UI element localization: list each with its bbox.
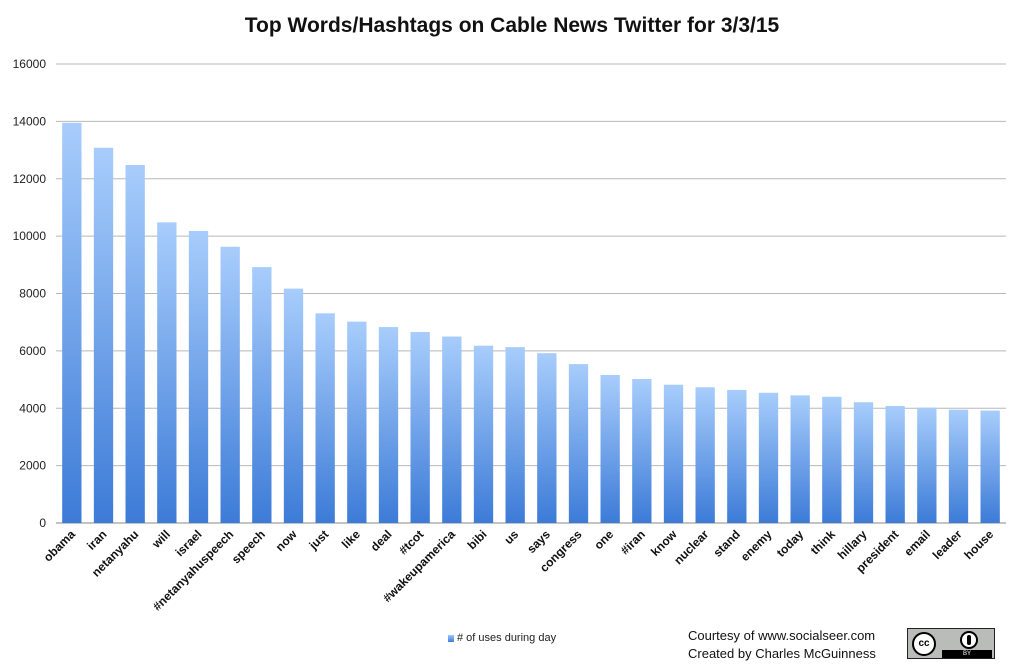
bar-like	[347, 321, 367, 523]
bar-israel	[188, 230, 209, 523]
bar-president	[885, 405, 905, 523]
credits: Courtesy of www.socialseer.com Created b…	[688, 627, 876, 663]
bar-netanyahuspeech	[220, 246, 240, 523]
y-tick-label: 4000	[19, 401, 46, 415]
x-tick-label: obama	[41, 527, 78, 564]
bar-house	[980, 410, 1000, 523]
bars	[62, 122, 1000, 524]
y-tick-label: 0	[39, 516, 46, 530]
bar-will	[157, 222, 177, 524]
y-tick-label: 14000	[13, 114, 47, 128]
x-tick-label: deal	[368, 527, 395, 554]
x-tick-label: #iran	[618, 527, 648, 557]
bar-think	[822, 396, 842, 523]
bar-now	[283, 288, 304, 523]
bar-leader	[948, 409, 969, 523]
y-tick-label: 6000	[19, 344, 46, 358]
x-tick-label: one	[591, 527, 616, 552]
bar-bibi	[473, 345, 494, 523]
y-axis-ticks: 0 2000 4000 6000 8000 10000 12000 14000 16000	[13, 57, 47, 530]
x-tick-label: bibi	[465, 527, 490, 552]
y-tick-label: 16000	[13, 57, 47, 71]
x-tick-label: enemy	[738, 527, 775, 564]
x-tick-label: speech	[229, 527, 268, 566]
bar-know	[663, 384, 684, 523]
bar-iran	[93, 147, 114, 523]
x-tick-label: now	[273, 527, 300, 554]
x-tick-label: today	[774, 527, 807, 560]
x-tick-label: think	[808, 527, 838, 557]
y-tick-label: 2000	[19, 459, 46, 473]
legend-label: # of uses during day	[457, 632, 557, 644]
by-label: BY	[942, 650, 992, 658]
chart-title: Top Words/Hashtags on Cable News Twitter…	[244, 14, 780, 37]
creative-commons-badge[interactable]: cc BY	[907, 628, 995, 659]
cc-icon: cc	[912, 632, 936, 656]
gridlines	[56, 63, 1006, 524]
bar-today	[790, 395, 810, 523]
x-tick-label: leader	[930, 527, 965, 562]
bar-one	[600, 374, 620, 523]
bar-nuclear	[695, 387, 715, 523]
bar-email	[917, 407, 937, 523]
y-tick-label: 8000	[19, 287, 46, 301]
bar-stand	[727, 389, 747, 523]
credits-source: Courtesy of www.socialseer.com	[688, 628, 876, 643]
x-tick-label: says	[524, 527, 553, 556]
attribution-person-icon	[960, 631, 978, 649]
bar-netanyahu	[125, 164, 145, 524]
bar-just	[315, 313, 335, 523]
legend-swatch	[448, 634, 454, 642]
bar-congress	[568, 364, 589, 523]
credits-author: Created by Charles McGuinness	[688, 646, 876, 661]
bar-obama	[62, 122, 82, 523]
y-tick-label: 10000	[13, 229, 47, 243]
bar-enemy	[758, 392, 779, 523]
x-tick-label: house	[961, 527, 996, 562]
x-tick-label: email	[901, 527, 933, 559]
x-tick-label: nuclear	[671, 527, 711, 567]
legend: # of uses during day	[448, 632, 556, 644]
x-tick-label: like	[339, 527, 363, 551]
bar-iran	[632, 378, 652, 523]
x-tick-label: just	[306, 527, 332, 553]
bar-wakeupamerica	[442, 336, 462, 523]
bar-speech	[252, 267, 272, 523]
x-tick-label: us	[501, 527, 521, 547]
bar-says	[537, 353, 557, 523]
y-tick-label: 12000	[13, 172, 47, 186]
bar-us	[505, 347, 525, 523]
bar-tcot	[410, 331, 430, 523]
x-tick-label: iran	[84, 527, 109, 552]
bar-deal	[378, 327, 399, 523]
bar-hillary	[853, 402, 874, 523]
x-tick-label: will	[149, 527, 173, 551]
